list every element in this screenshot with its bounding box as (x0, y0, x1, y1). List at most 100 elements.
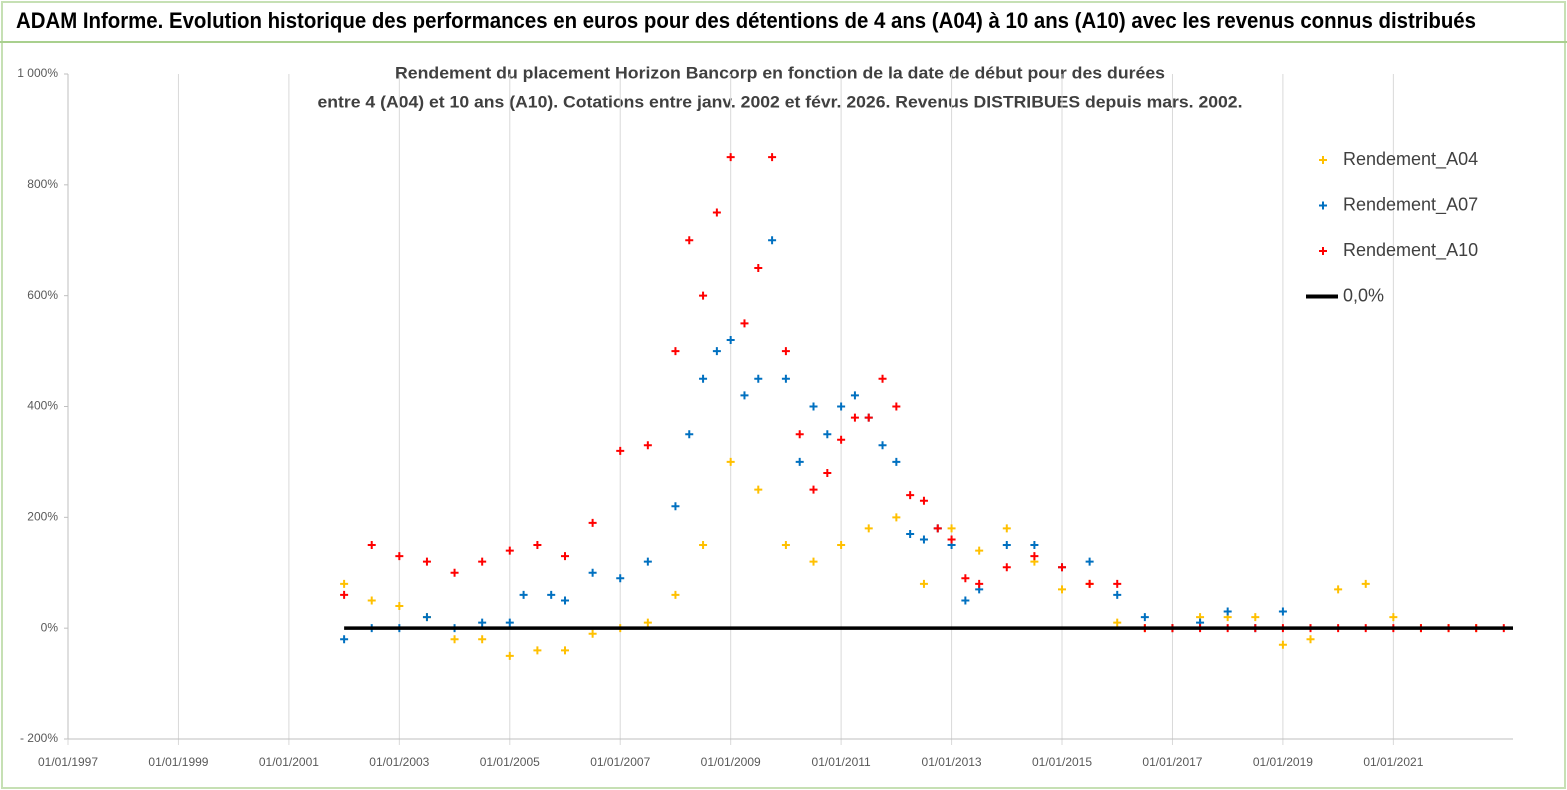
point (726, 153, 735, 162)
point (795, 430, 804, 439)
point (919, 535, 928, 544)
point (726, 336, 735, 344)
x-tick-label: 01/01/2011 (812, 755, 871, 769)
legend-label: Rendement_A10 (1343, 240, 1478, 261)
point (850, 413, 859, 422)
point (450, 568, 459, 577)
grid (64, 73, 1513, 745)
x-tick-label: 01/01/2001 (259, 755, 319, 769)
point (616, 446, 625, 455)
point (643, 557, 652, 566)
point (671, 502, 680, 511)
point (422, 613, 431, 622)
point (1113, 618, 1122, 627)
point (947, 535, 956, 544)
y-tick-label: 400% (27, 399, 58, 413)
point (588, 518, 597, 527)
legend-label: Rendement_A07 (1343, 194, 1478, 215)
point (975, 546, 984, 555)
point (947, 524, 956, 533)
x-tick-label: 01/01/1999 (148, 755, 208, 769)
chart-subtitle: entre 4 (A04) et 10 ans (A10). Cotations… (318, 92, 1243, 111)
x-tick-label: 01/01/2013 (922, 755, 982, 769)
point (671, 590, 680, 599)
point (505, 546, 514, 555)
x-tick-label: 01/01/2017 (1142, 755, 1202, 769)
point (1002, 541, 1011, 550)
point (1030, 552, 1039, 561)
point (1085, 579, 1094, 588)
y-tick-label: 200% (27, 510, 58, 524)
point (906, 491, 915, 500)
point (754, 485, 763, 494)
point (450, 635, 459, 644)
point (588, 629, 597, 638)
point (588, 568, 597, 577)
point (395, 552, 404, 561)
x-tick-label: 01/01/2003 (369, 755, 429, 769)
y-tick-label: 0% (41, 620, 59, 634)
point (878, 374, 887, 383)
point (726, 457, 735, 466)
point (1002, 563, 1011, 572)
legend-swatch (1319, 247, 1327, 255)
point (685, 430, 694, 439)
point (837, 541, 846, 550)
x-tick-label: 01/01/2021 (1363, 755, 1423, 769)
legend-swatch (1319, 201, 1327, 210)
point (837, 435, 846, 444)
point (781, 541, 790, 550)
point (1334, 585, 1343, 594)
legend-label: 0,0% (1343, 285, 1384, 305)
point (795, 457, 804, 466)
point (1251, 613, 1260, 622)
y-tick-label: 800% (27, 177, 58, 191)
page-title: ADAM Informe. Evolution historique des p… (16, 8, 1476, 33)
point (478, 618, 487, 627)
point (519, 590, 528, 599)
point (1389, 613, 1398, 622)
legend-label: Rendement_A04 (1343, 149, 1478, 170)
point (561, 646, 570, 655)
point (809, 557, 818, 566)
point (823, 469, 832, 477)
point (1113, 579, 1122, 588)
point (740, 391, 749, 400)
point (768, 153, 777, 162)
point (754, 263, 763, 272)
point (685, 236, 694, 245)
point (616, 574, 625, 583)
point (919, 579, 928, 588)
point (340, 579, 349, 588)
point (878, 441, 887, 450)
point (367, 596, 376, 605)
y-tick-label: 1 000% (17, 66, 58, 80)
point (864, 524, 873, 533)
point (754, 374, 763, 383)
point (1140, 613, 1149, 622)
point (933, 524, 942, 533)
x-tick-label: 01/01/2009 (701, 755, 761, 769)
x-tick-label: 01/01/2007 (590, 755, 650, 769)
plot-area (340, 153, 1513, 660)
point (961, 574, 970, 583)
x-tick-label: 01/01/2015 (1032, 755, 1092, 769)
point (1058, 585, 1067, 594)
point (699, 541, 708, 550)
point (919, 496, 928, 505)
point (478, 557, 487, 566)
point (533, 541, 542, 550)
point (781, 374, 790, 383)
point (699, 291, 708, 300)
point (781, 347, 790, 356)
point (892, 513, 901, 522)
point (809, 485, 818, 494)
point (643, 441, 652, 450)
point (699, 374, 708, 383)
point (892, 457, 901, 466)
point (547, 590, 556, 599)
point (1002, 524, 1011, 533)
